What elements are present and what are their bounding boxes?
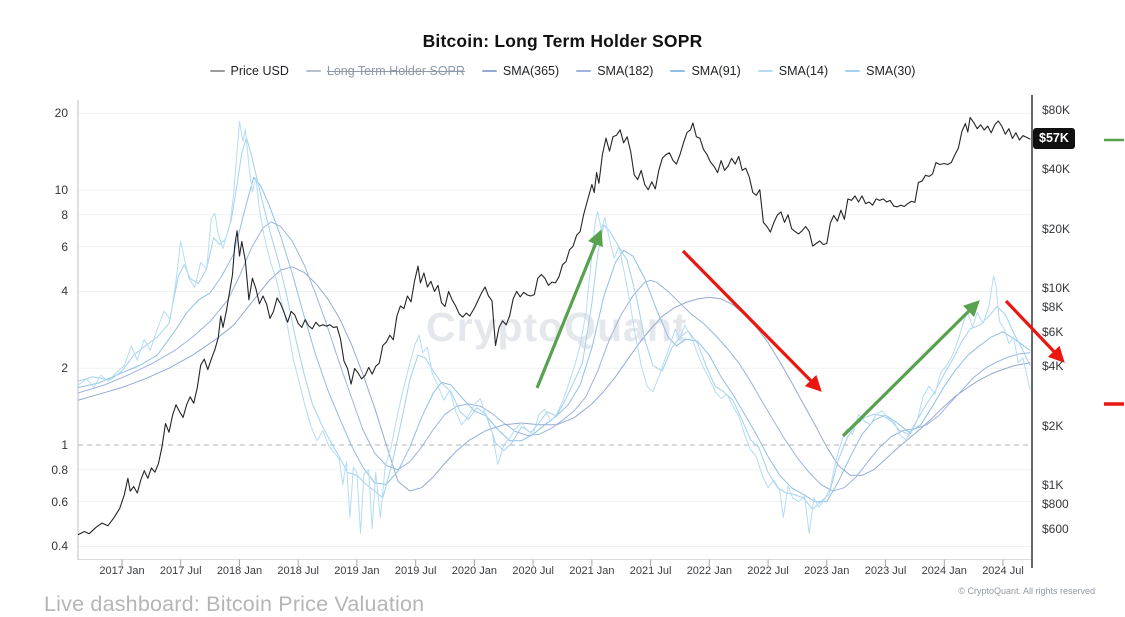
y-left-tick-label: 4 xyxy=(61,284,68,299)
chart-title: Bitcoin: Long Term Holder SOPR xyxy=(422,31,703,51)
series-line-sma-30 xyxy=(78,137,1031,510)
y-left-tick-label: 0.8 xyxy=(51,462,68,477)
y-left-tick-label: 6 xyxy=(61,239,68,254)
legend-item-sma-365[interactable]: SMA(365) xyxy=(481,64,560,78)
y-right-tick-label: $800 xyxy=(1042,496,1069,511)
x-tick-label: 2019 Jul xyxy=(394,565,437,577)
x-tick-label: 2021 Jan xyxy=(569,565,615,577)
series-line-sma-91 xyxy=(78,176,1031,503)
y-left-tick-label: 8 xyxy=(61,207,68,222)
y-left-tick-label: 20 xyxy=(54,106,68,121)
x-tick-label: 2019 Jan xyxy=(334,565,380,577)
legend-label: SMA(14) xyxy=(778,64,829,78)
x-tick-label: 2018 Jul xyxy=(277,565,319,577)
legend-label: Price USD xyxy=(230,64,289,78)
y-right-tick-label: $2K xyxy=(1042,418,1064,433)
x-tick-label: 2023 Jul xyxy=(864,565,907,577)
legend-item-sma-182[interactable]: SMA(182) xyxy=(576,64,653,78)
x-tick-label: 2024 Jan xyxy=(921,565,967,577)
legend-label: Long Term Holder SOPR xyxy=(326,64,465,78)
x-tick-label: 2018 Jan xyxy=(216,565,263,577)
dashboard-link[interactable]: Live dashboard: Bitcoin Price Valuation xyxy=(44,592,425,616)
y-right-tick-label: $20K xyxy=(1042,221,1071,236)
x-tick-label: 2020 Jul xyxy=(512,565,554,577)
gridlines xyxy=(78,112,1032,547)
axis-frame xyxy=(77,95,1033,568)
copyright-text: © CryptoQuant. All rights reserved xyxy=(958,586,1095,596)
legend-marker xyxy=(670,70,686,72)
x-tick-label: 2023 Jan xyxy=(804,565,850,577)
y-left-tick-label: 0.4 xyxy=(51,539,68,554)
y-left-tick-label: 1 xyxy=(61,438,68,452)
y-left-tick-label: 0.6 xyxy=(51,494,68,509)
x-tick-label: 2021 Jul xyxy=(629,565,672,577)
y-left-tick-label: 2 xyxy=(61,361,68,376)
trend-arrow-red-4 xyxy=(1004,299,1065,363)
x-axis-ticks xyxy=(121,559,1004,566)
y-right-tick-label: $80K xyxy=(1042,102,1071,117)
legend-marker xyxy=(305,70,321,72)
series-line-sma-182 xyxy=(78,221,1031,492)
x-tick-label: 2022 Jul xyxy=(747,565,789,577)
legend-item-price-usd[interactable]: Price USD xyxy=(209,64,289,78)
legend-marker xyxy=(757,70,773,72)
legend-marker xyxy=(209,70,225,72)
legend-marker xyxy=(481,70,497,72)
y-right-tick-label: $600 xyxy=(1042,521,1069,536)
legend-label: SMA(365) xyxy=(502,64,560,78)
y-right-tick-label: $8K xyxy=(1042,299,1064,314)
legend-item-sma-14[interactable]: SMA(14) xyxy=(757,64,829,78)
y-left-tick-label: 10 xyxy=(54,183,68,197)
legend-item-sma-30[interactable]: SMA(30) xyxy=(845,64,915,78)
y-right-tick-label: $1K xyxy=(1042,477,1064,492)
x-tick-label: 2020 Jan xyxy=(451,565,498,577)
legend-item-long-term-holder-sopr[interactable]: Long Term Holder SOPR xyxy=(305,64,465,78)
y-right-tick-label: $40K xyxy=(1042,162,1071,177)
legend-marker xyxy=(576,70,592,72)
annotation-arrows xyxy=(535,138,1124,438)
x-tick-label: 2024 Jul xyxy=(982,565,1024,577)
x-tick-label: 2022 Jan xyxy=(686,565,732,577)
series-line-sma-14 xyxy=(78,120,1031,534)
x-tick-label: 2017 Jul xyxy=(159,565,202,577)
series-line-sma-365 xyxy=(78,266,1031,492)
trend-arrow-green-3 xyxy=(841,300,980,438)
y-right-tick-label: $6K xyxy=(1042,324,1064,339)
current-price-badge: $57K xyxy=(1033,127,1075,149)
legend-label: SMA(30) xyxy=(866,64,916,78)
legend-item-sma-91[interactable]: SMA(91) xyxy=(670,64,741,78)
legend: Price USD Long Term Holder SOPR SMA(365) SM… xyxy=(0,64,1125,78)
legend-label: SMA(182) xyxy=(597,64,654,78)
series-lines xyxy=(78,116,1031,536)
x-tick-label: 2017 Jan xyxy=(99,565,145,577)
legend-label: SMA(91) xyxy=(691,64,741,78)
legend-marker xyxy=(845,70,861,72)
series-line-price-usd xyxy=(78,116,1031,536)
y-right-tick-label: $10K xyxy=(1042,280,1071,295)
trend-arrow-green-1 xyxy=(535,229,603,389)
y-right-tick-label: $4K xyxy=(1042,359,1064,374)
trend-arrow-red-2 xyxy=(681,249,822,392)
